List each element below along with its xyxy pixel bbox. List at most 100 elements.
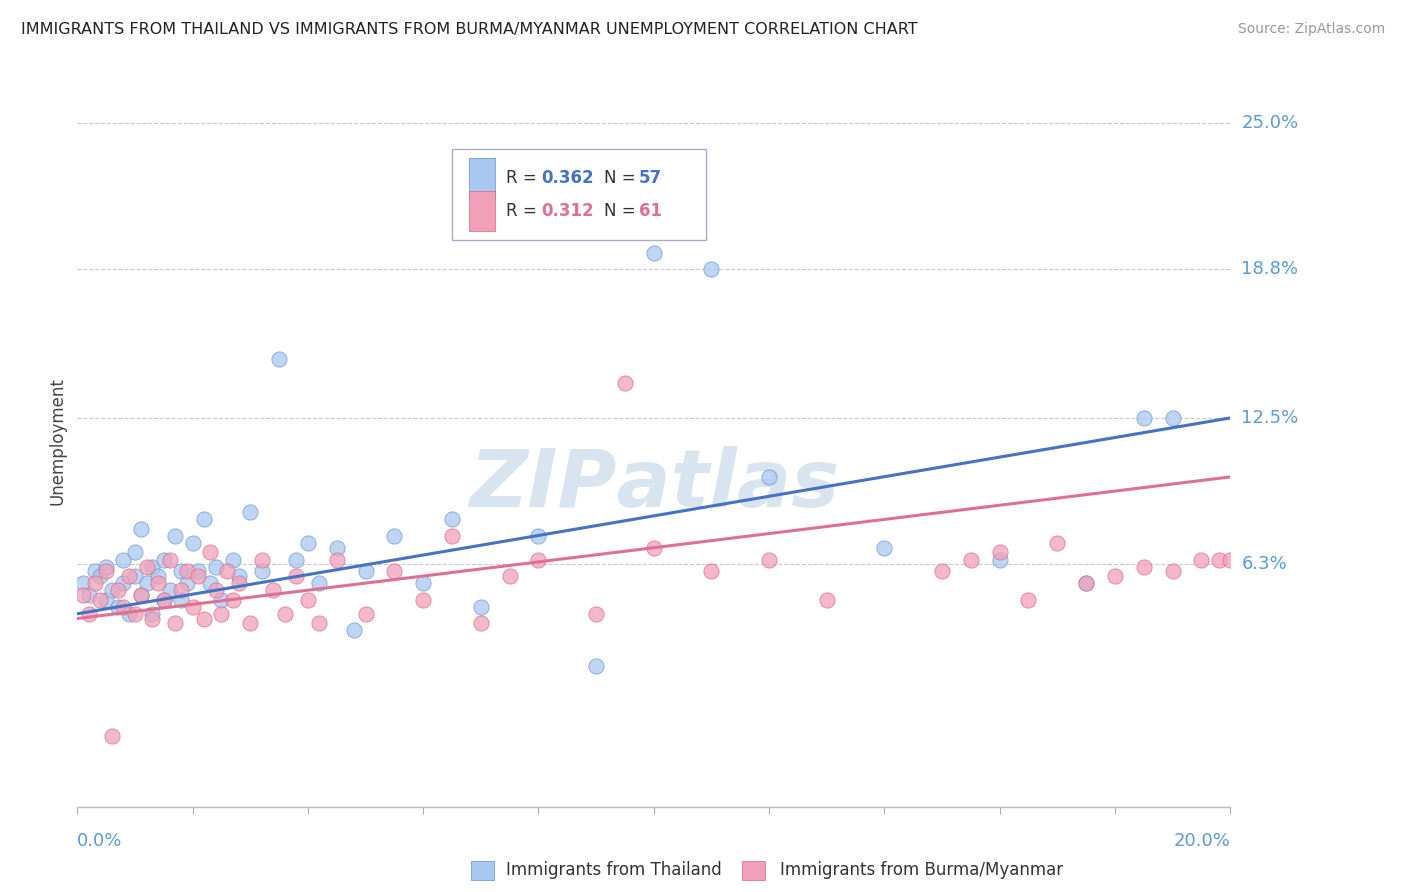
Point [815, 592, 838, 607]
Point [77, 588, 100, 602]
Point [77, 607, 100, 621]
Point [211, 592, 233, 607]
Point [96, 559, 118, 574]
Point [1018, 592, 1040, 607]
Point [118, 607, 141, 621]
Point [124, 569, 146, 583]
Point [153, 552, 174, 566]
Point [285, 569, 308, 583]
Point [470, 599, 492, 614]
Text: 12.5%: 12.5% [1241, 409, 1299, 427]
Point [222, 552, 245, 566]
Point [129, 588, 152, 602]
Point [527, 529, 550, 543]
Point [1046, 536, 1069, 550]
Point [176, 564, 198, 578]
Text: 25.0%: 25.0% [1241, 114, 1299, 132]
Point [1133, 559, 1156, 574]
Point [585, 658, 607, 673]
Point [193, 512, 215, 526]
Point [308, 616, 330, 631]
Point [643, 541, 665, 555]
Point [1133, 411, 1156, 425]
Point [382, 529, 406, 543]
Bar [470, 191, 495, 231]
Point [198, 545, 221, 559]
Point [193, 611, 215, 625]
Point [354, 564, 377, 578]
Point [1104, 569, 1126, 583]
Point [931, 564, 953, 578]
Point [297, 536, 319, 550]
Point [382, 564, 406, 578]
Point [1076, 576, 1098, 591]
Point [354, 607, 377, 621]
Text: 61: 61 [638, 202, 662, 219]
Point [325, 541, 349, 555]
Point [1076, 576, 1098, 591]
Point [112, 576, 135, 591]
Point [170, 564, 193, 578]
Text: 20.0%: 20.0% [1174, 832, 1230, 850]
Point [146, 576, 169, 591]
Text: 0.0%: 0.0% [77, 832, 122, 850]
Point [72, 588, 94, 602]
Text: Immigrants from Burma/Myanmar: Immigrants from Burma/Myanmar [780, 861, 1063, 879]
Point [239, 505, 262, 519]
Point [262, 583, 284, 598]
Point [89, 592, 111, 607]
Point [72, 576, 94, 591]
Point [1219, 552, 1241, 566]
Point [585, 607, 607, 621]
Point [285, 552, 308, 566]
Point [758, 552, 780, 566]
Point [112, 599, 135, 614]
Point [204, 583, 226, 598]
Text: IMMIGRANTS FROM THAILAND VS IMMIGRANTS FROM BURMA/MYANMAR UNEMPLOYMENT CORRELATI: IMMIGRANTS FROM THAILAND VS IMMIGRANTS F… [21, 22, 918, 37]
Point [83, 576, 105, 591]
Point [441, 529, 464, 543]
Point [165, 616, 187, 631]
Point [141, 559, 163, 574]
Point [470, 616, 492, 631]
Point [170, 583, 193, 598]
Text: 57: 57 [638, 169, 662, 186]
Point [181, 599, 204, 614]
Point [1161, 411, 1184, 425]
Point [198, 576, 221, 591]
Point [1208, 552, 1230, 566]
Point [228, 576, 250, 591]
FancyBboxPatch shape [453, 149, 706, 240]
Text: Immigrants from Thailand: Immigrants from Thailand [506, 861, 721, 879]
Point [96, 592, 118, 607]
Point [170, 592, 193, 607]
Point [129, 522, 152, 536]
Point [527, 552, 550, 566]
Bar [470, 158, 495, 198]
Point [159, 583, 181, 598]
Point [211, 607, 233, 621]
Point [988, 552, 1011, 566]
Point [112, 552, 135, 566]
Point [153, 592, 174, 607]
Point [960, 552, 983, 566]
Point [308, 576, 330, 591]
Point [1161, 564, 1184, 578]
Point [343, 624, 366, 638]
Point [159, 552, 181, 566]
Point [325, 552, 349, 566]
Point [267, 351, 291, 366]
Point [124, 607, 146, 621]
Point [101, 583, 124, 598]
Point [141, 607, 163, 621]
Text: N =: N = [605, 202, 641, 219]
Text: Source: ZipAtlas.com: Source: ZipAtlas.com [1237, 22, 1385, 37]
Point [118, 569, 141, 583]
Point [83, 564, 105, 578]
Text: R =: R = [506, 202, 543, 219]
Point [758, 470, 780, 484]
Point [614, 376, 637, 390]
Point [873, 541, 896, 555]
Text: N =: N = [605, 169, 641, 186]
Text: R =: R = [506, 169, 543, 186]
